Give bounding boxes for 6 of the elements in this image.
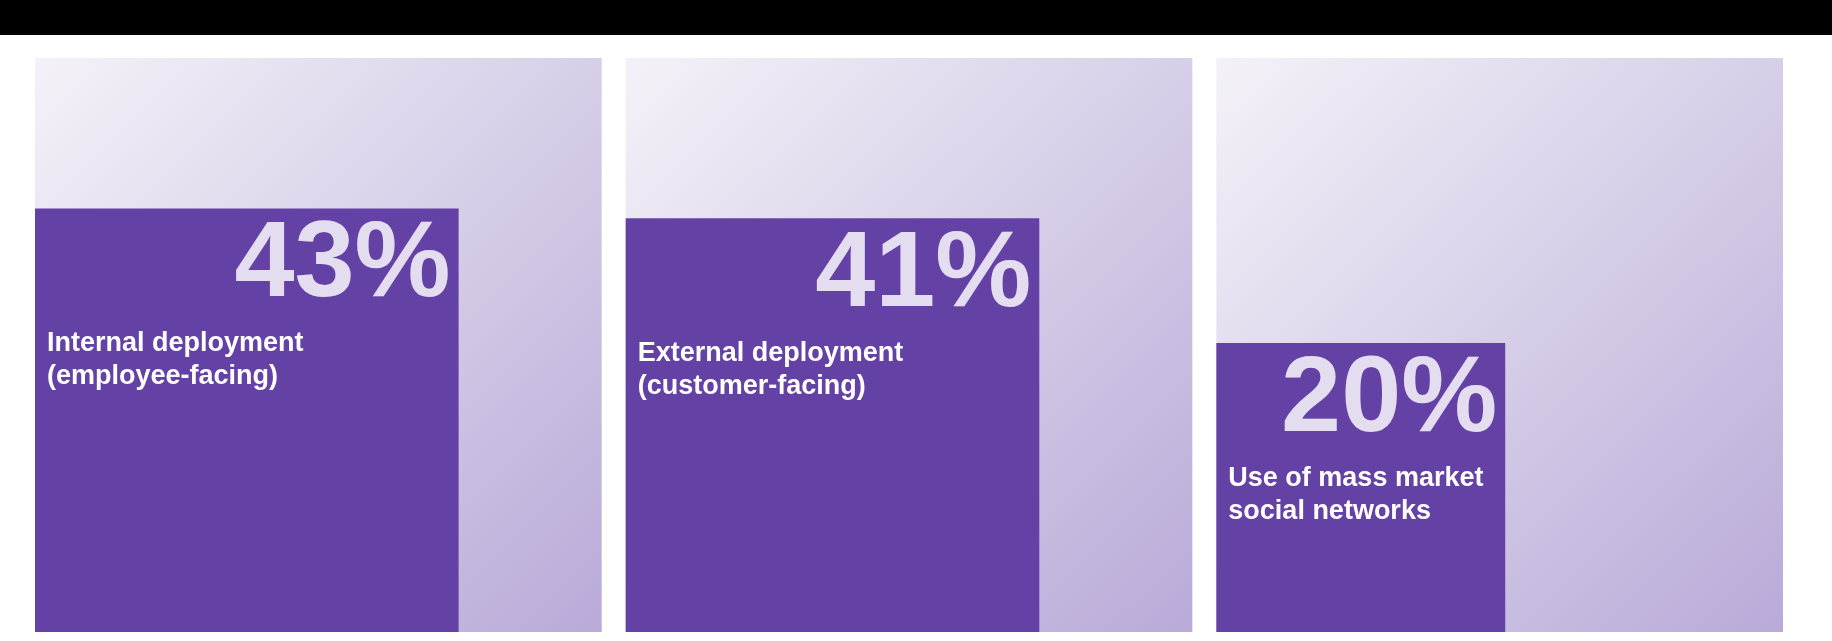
category-label: External deployment (customer-facing) bbox=[637, 337, 904, 401]
data-label: 41% bbox=[815, 208, 1032, 330]
data-label: 43% bbox=[234, 198, 451, 320]
category-label: Use of mass market social networks bbox=[1228, 462, 1484, 526]
category-label: Internal deployment (employee-facing) bbox=[47, 327, 304, 391]
data-label: 20% bbox=[1281, 332, 1498, 454]
